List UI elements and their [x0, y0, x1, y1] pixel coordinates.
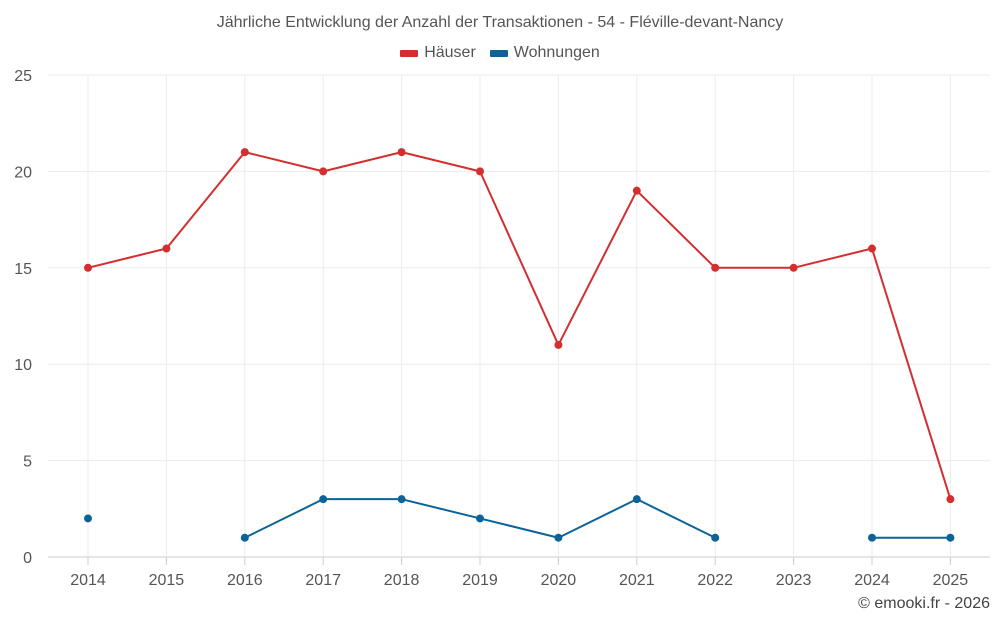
- legend-swatch-wohnungen: [489, 49, 508, 57]
- data-point[interactable]: [946, 533, 955, 542]
- legend: Häuser Wohnungen: [0, 44, 1000, 62]
- series-haeuser: [84, 148, 955, 504]
- x-tick-label: 2020: [541, 572, 577, 589]
- x-tick-label: 2015: [149, 572, 185, 589]
- y-tick-label: 0: [23, 550, 32, 567]
- data-point[interactable]: [476, 167, 484, 176]
- data-point[interactable]: [789, 263, 798, 272]
- x-tick-label: 2014: [70, 572, 106, 589]
- data-point[interactable]: [84, 514, 92, 523]
- data-point[interactable]: [868, 533, 876, 542]
- y-tick-label: 10: [14, 357, 32, 374]
- data-point[interactable]: [632, 186, 641, 195]
- data-point[interactable]: [319, 167, 328, 176]
- data-point[interactable]: [946, 495, 955, 504]
- legend-item-wohnungen[interactable]: Wohnungen: [489, 44, 600, 62]
- y-tick-label: 20: [14, 164, 32, 181]
- data-point[interactable]: [397, 148, 406, 157]
- data-point[interactable]: [711, 533, 720, 542]
- series-layer: [84, 148, 955, 542]
- data-point[interactable]: [476, 514, 484, 523]
- data-point[interactable]: [554, 340, 563, 349]
- legend-swatch-haeuser: [400, 49, 419, 57]
- x-tick-label: 2024: [854, 572, 890, 589]
- legend-item-haeuser[interactable]: Häuser: [400, 44, 476, 62]
- data-point[interactable]: [397, 495, 406, 504]
- x-tick-label: 2019: [462, 572, 498, 589]
- x-tick-label: 2017: [305, 572, 341, 589]
- data-point[interactable]: [632, 495, 641, 504]
- data-point[interactable]: [554, 533, 563, 542]
- x-tick-label: 2016: [227, 572, 263, 589]
- data-point[interactable]: [319, 495, 328, 504]
- x-tick-label: 2022: [697, 572, 733, 589]
- data-point[interactable]: [711, 263, 720, 272]
- x-tick-label: 2021: [619, 572, 655, 589]
- x-tick-label: 2023: [776, 572, 812, 589]
- data-point[interactable]: [240, 533, 249, 542]
- y-tick-label: 5: [23, 454, 32, 471]
- legend-label-wohnungen: Wohnungen: [513, 44, 600, 61]
- chart-title: Jährliche Entwicklung der Anzahl der Tra…: [216, 14, 784, 31]
- y-tick-label: 15: [14, 261, 32, 278]
- series-wohnungen: [84, 495, 955, 542]
- series-line: [87, 151, 952, 500]
- x-tick-label: 2025: [933, 572, 969, 589]
- y-tick-label: 25: [14, 68, 32, 85]
- legend-label-haeuser: Häuser: [424, 44, 476, 61]
- data-point[interactable]: [162, 244, 171, 253]
- x-tick-label: 2018: [384, 572, 420, 589]
- data-point[interactable]: [240, 148, 249, 157]
- data-point[interactable]: [868, 244, 876, 253]
- grid: [48, 74, 990, 558]
- credit: © emooki.fr - 2026: [858, 595, 990, 612]
- data-point[interactable]: [84, 263, 92, 272]
